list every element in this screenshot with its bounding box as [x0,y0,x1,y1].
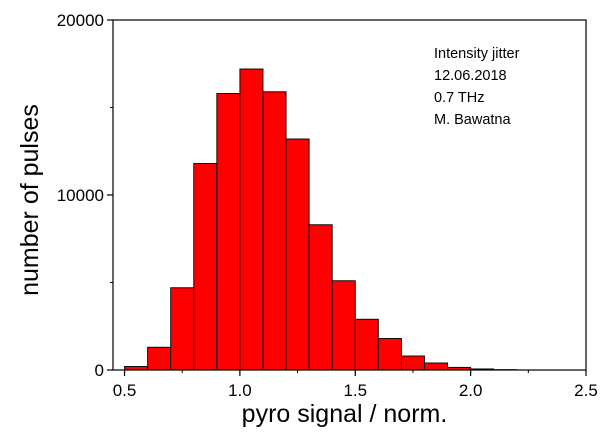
y-axis: 0 10000 20000 [57,11,113,380]
annotation-line: Intensity jitter [434,46,520,62]
histogram-bar [400,355,425,371]
histogram-bar [308,224,333,371]
histogram-bar [331,280,356,371]
histogram-bar [170,287,195,371]
annotation-block: Intensity jitter 12.06.2018 0.7 THz M. Bawa… [434,46,520,128]
histogram-bar [193,163,218,371]
y-tick-label: 10000 [57,186,104,205]
histogram-bar [262,91,287,371]
histogram-bar [239,68,264,371]
x-axis: 0.5 1.0 1.5 2.0 2.5 [113,370,598,400]
histogram-bar [377,338,402,371]
y-tick-label: 0 [95,361,104,380]
annotation-line: M. Bawatna [434,112,511,128]
x-tick-label: 1.0 [228,381,252,400]
y-axis-title: number of pulses [16,104,44,296]
x-tick-label: 1.5 [343,381,367,400]
histogram-bar [147,346,172,371]
histogram-bar [285,138,310,371]
annotation-line: 12.06.2018 [434,68,507,84]
bars-group [124,68,518,371]
x-axis-title: pyro signal / norm. [242,400,448,428]
annotation-line: 0.7 THz [434,90,485,106]
y-tick-label: 20000 [57,11,104,30]
x-tick-label: 2.5 [574,381,598,400]
histogram-bar [216,93,241,371]
histogram-bar [354,318,379,371]
x-tick-label: 0.5 [113,381,137,400]
histogram-bar [424,362,449,371]
x-tick-label: 2.0 [459,381,483,400]
